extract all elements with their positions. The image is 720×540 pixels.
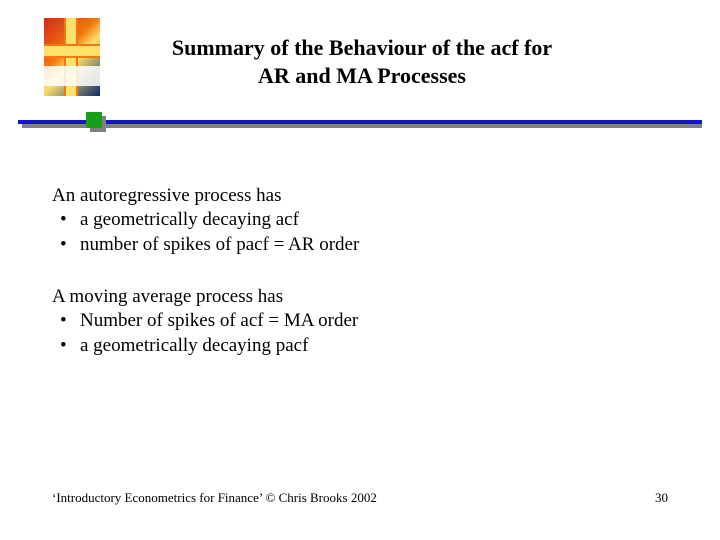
list-item: number of spikes of pacf = AR order — [52, 233, 668, 257]
book-cover-label-strip — [44, 66, 100, 86]
list-item: a geometrically decaying acf — [52, 208, 668, 232]
title-rule — [18, 112, 702, 132]
slide-title-line-1: Summary of the Behaviour of the acf for — [172, 35, 552, 60]
rule-shadow — [22, 124, 702, 128]
slide: Summary of the Behaviour of the acf for … — [0, 0, 720, 540]
rule-line — [18, 120, 702, 124]
content-group-ma: A moving average process has Number of s… — [52, 285, 668, 358]
header: Summary of the Behaviour of the acf for … — [0, 0, 720, 150]
ma-bullets: Number of spikes of acf = MA order a geo… — [52, 309, 668, 358]
book-cover-thumbnail — [44, 18, 100, 96]
list-item: a geometrically decaying pacf — [52, 334, 668, 358]
page-number: 30 — [655, 490, 668, 506]
content-group-ar: An autoregressive process has a geometri… — [52, 184, 668, 257]
list-item: Number of spikes of acf = MA order — [52, 309, 668, 333]
footer-citation: ‘Introductory Econometrics for Finance’ … — [52, 490, 377, 506]
ar-lead-text: An autoregressive process has — [52, 184, 668, 208]
ar-bullets: a geometrically decaying acf number of s… — [52, 208, 668, 257]
slide-title-line-2: AR and MA Processes — [258, 63, 466, 88]
ma-lead-text: A moving average process has — [52, 285, 668, 309]
rule-tick — [86, 112, 102, 128]
footer: ‘Introductory Econometrics for Finance’ … — [52, 490, 668, 506]
slide-title: Summary of the Behaviour of the acf for … — [142, 34, 582, 89]
body-content: An autoregressive process has a geometri… — [52, 184, 668, 386]
